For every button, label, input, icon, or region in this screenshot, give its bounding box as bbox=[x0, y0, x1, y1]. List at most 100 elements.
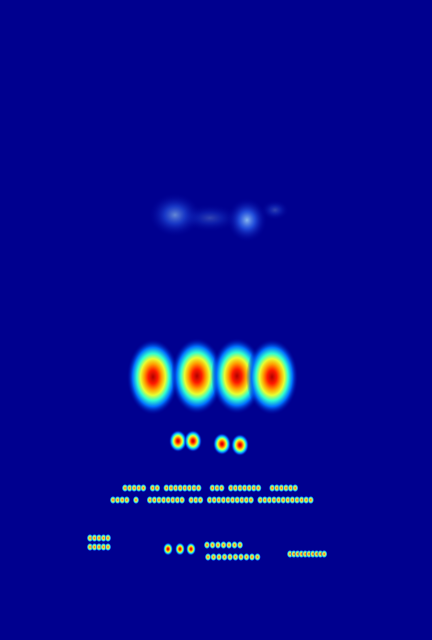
small-spot bbox=[307, 496, 314, 504]
small-spot bbox=[149, 484, 156, 492]
small-spot bbox=[236, 484, 244, 492]
small-spot bbox=[121, 484, 129, 492]
small-spot bbox=[95, 543, 103, 551]
small-spot bbox=[204, 553, 212, 561]
small-spot bbox=[154, 484, 161, 492]
small-spot bbox=[215, 553, 223, 561]
small-spot bbox=[181, 484, 188, 492]
small-spot bbox=[146, 496, 153, 504]
small-spot bbox=[100, 543, 107, 551]
small-spot bbox=[231, 541, 238, 549]
small-spot bbox=[114, 496, 121, 504]
small-spot bbox=[293, 496, 301, 504]
small-spot bbox=[250, 484, 257, 492]
small-spot bbox=[100, 534, 107, 542]
small-spot bbox=[167, 484, 175, 492]
large-spot bbox=[171, 338, 223, 414]
small-spot bbox=[255, 484, 262, 492]
small-spot bbox=[248, 553, 256, 561]
small-spot bbox=[269, 484, 276, 492]
small-spot bbox=[155, 496, 163, 504]
small-spot bbox=[163, 484, 170, 492]
haze-blob bbox=[180, 204, 240, 232]
small-spot bbox=[246, 484, 253, 492]
small-spot bbox=[151, 496, 158, 504]
medium-spot bbox=[169, 430, 187, 452]
small-spot bbox=[190, 484, 198, 492]
small-spot bbox=[119, 496, 126, 504]
small-spot bbox=[163, 542, 173, 556]
small-spot bbox=[220, 496, 227, 504]
medium-spot bbox=[231, 434, 249, 456]
small-spot bbox=[123, 496, 130, 504]
spots bbox=[86, 338, 328, 561]
small-spot bbox=[238, 496, 245, 504]
small-spot bbox=[160, 496, 167, 504]
small-spot bbox=[140, 484, 147, 492]
small-spot bbox=[224, 496, 232, 504]
haze-blob bbox=[261, 200, 289, 220]
small-spot bbox=[91, 543, 98, 551]
small-spot bbox=[95, 534, 103, 542]
small-spot bbox=[237, 553, 245, 561]
small-spot bbox=[298, 496, 305, 504]
small-spot bbox=[177, 484, 184, 492]
small-spot bbox=[243, 496, 250, 504]
small-spot bbox=[236, 541, 244, 549]
small-spot bbox=[234, 496, 241, 504]
small-spot bbox=[203, 541, 211, 549]
small-spot bbox=[186, 484, 193, 492]
small-spot bbox=[211, 496, 218, 504]
small-spot bbox=[225, 541, 233, 549]
small-spot bbox=[289, 496, 296, 504]
small-spot bbox=[197, 496, 204, 504]
small-spot bbox=[247, 496, 255, 504]
small-spot bbox=[292, 484, 299, 492]
small-spot bbox=[132, 496, 140, 504]
small-spot bbox=[195, 484, 202, 492]
small-spot bbox=[86, 543, 94, 551]
small-spot bbox=[174, 496, 181, 504]
faint-region bbox=[149, 193, 289, 242]
small-spot bbox=[213, 484, 221, 492]
small-spot bbox=[188, 496, 195, 504]
small-spot bbox=[229, 496, 236, 504]
small-spot bbox=[109, 496, 117, 504]
small-spot bbox=[135, 484, 142, 492]
medium-spot bbox=[184, 430, 202, 452]
small-spot bbox=[186, 542, 196, 556]
haze-blob bbox=[227, 198, 267, 242]
small-spot bbox=[273, 484, 280, 492]
small-spot bbox=[131, 484, 138, 492]
small-spot bbox=[303, 496, 310, 504]
small-spot bbox=[172, 484, 179, 492]
small-spot bbox=[321, 550, 328, 558]
small-spot bbox=[287, 484, 294, 492]
small-spot bbox=[214, 541, 222, 549]
small-spot bbox=[266, 496, 273, 504]
small-spot bbox=[261, 496, 268, 504]
small-spot bbox=[270, 496, 278, 504]
small-spot bbox=[210, 553, 217, 561]
small-spot bbox=[91, 534, 98, 542]
small-spot bbox=[226, 553, 234, 561]
small-spot bbox=[278, 484, 285, 492]
small-spot bbox=[209, 541, 216, 549]
small-spot bbox=[221, 553, 228, 561]
large-spot bbox=[246, 339, 298, 415]
small-spot bbox=[169, 496, 176, 504]
small-spot bbox=[257, 496, 264, 504]
small-spot bbox=[86, 534, 94, 542]
large-spot bbox=[127, 339, 179, 415]
small-spot bbox=[254, 553, 261, 561]
small-spot bbox=[241, 484, 248, 492]
small-spot bbox=[243, 553, 250, 561]
small-spot bbox=[104, 543, 112, 551]
small-spot bbox=[215, 496, 222, 504]
small-spot bbox=[232, 484, 239, 492]
small-spot bbox=[126, 484, 133, 492]
small-spot bbox=[165, 496, 172, 504]
